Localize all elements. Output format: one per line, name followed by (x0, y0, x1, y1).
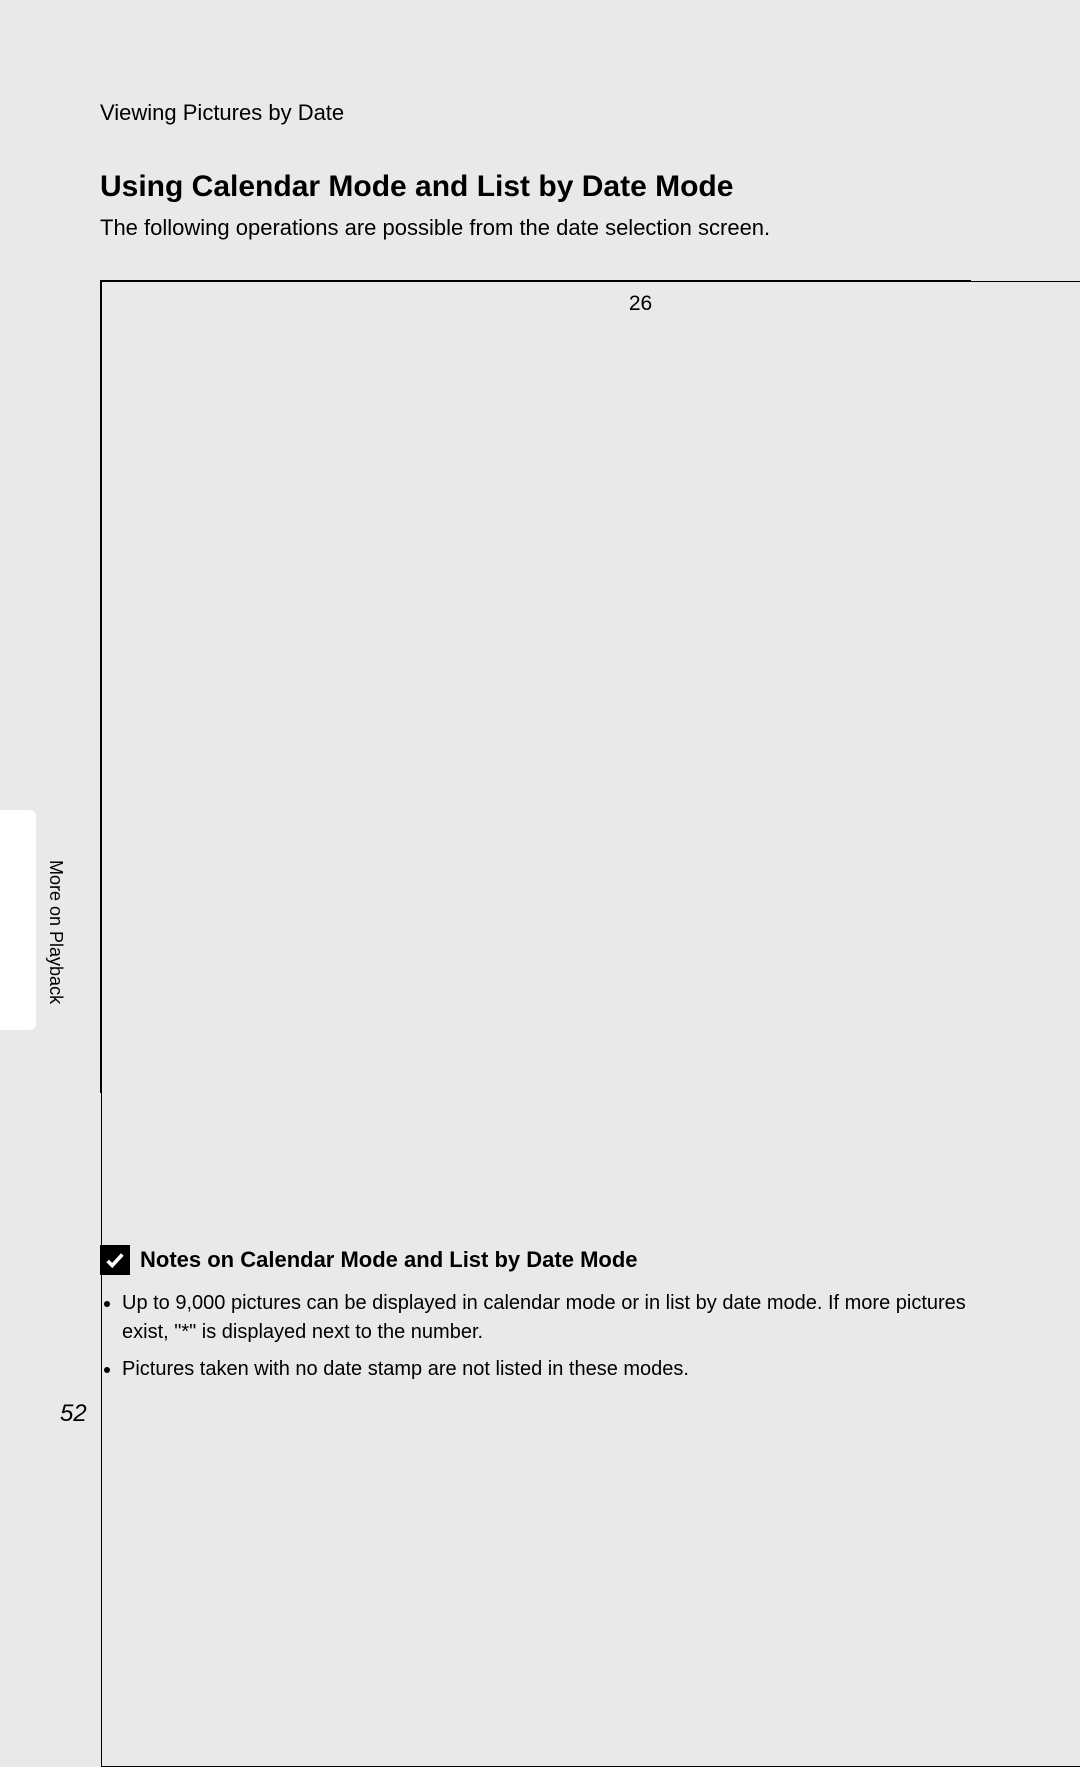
breadcrumb: Viewing Pictures by Date (100, 100, 344, 126)
operations-table: To Use Description Select date (100, 280, 971, 1093)
page-number: 52 (60, 1400, 87, 1428)
note-item: Up to 9,000 pictures can be displayed in… (122, 1289, 970, 1347)
table-row: Switch to shooting mode Press or the shu… (101, 971, 971, 1092)
intro-text: The following operations are possible fr… (100, 215, 770, 241)
check-icon (100, 1245, 130, 1275)
notes-section: Notes on Calendar Mode and List by Date … (100, 1245, 970, 1392)
side-tab (0, 810, 36, 1030)
notes-title-text: Notes on Calendar Mode and List by Date … (140, 1247, 638, 1273)
cell-page: 26 (101, 281, 1080, 1767)
notes-title: Notes on Calendar Mode and List by Date … (100, 1245, 970, 1275)
side-label: More on Playback (45, 860, 66, 1004)
page: More on Playback Viewing Pictures by Dat… (0, 0, 1080, 1486)
section-heading: Using Calendar Mode and List by Date Mod… (100, 170, 733, 204)
note-item: Pictures taken with no date stamp are no… (122, 1355, 970, 1384)
